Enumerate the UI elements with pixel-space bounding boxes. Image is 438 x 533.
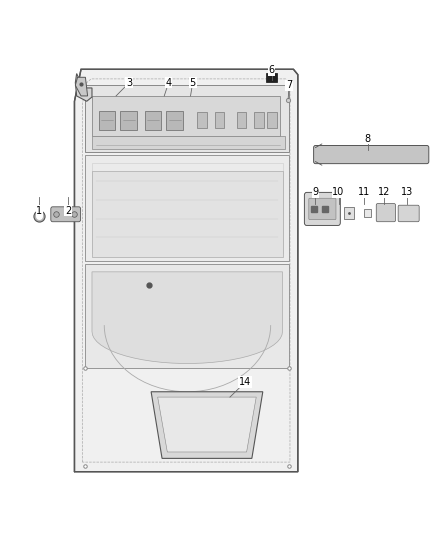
Text: 5: 5 <box>190 78 196 87</box>
Bar <box>344 207 354 219</box>
Text: 6: 6 <box>268 66 275 75</box>
Text: 4: 4 <box>166 78 172 87</box>
Text: 12: 12 <box>378 187 390 197</box>
Polygon shape <box>74 69 298 472</box>
Text: 11: 11 <box>358 187 371 197</box>
Polygon shape <box>166 111 183 130</box>
Text: 7: 7 <box>286 80 292 90</box>
Polygon shape <box>85 155 289 261</box>
Bar <box>364 209 371 217</box>
Polygon shape <box>145 111 161 130</box>
Bar <box>266 73 277 82</box>
Polygon shape <box>92 171 283 257</box>
Polygon shape <box>92 136 285 149</box>
FancyBboxPatch shape <box>398 205 419 222</box>
Text: 10: 10 <box>332 187 345 197</box>
FancyBboxPatch shape <box>314 146 429 164</box>
Polygon shape <box>254 112 264 128</box>
Text: 3: 3 <box>126 78 132 87</box>
Polygon shape <box>215 112 224 128</box>
Text: 13: 13 <box>401 187 413 197</box>
Polygon shape <box>267 112 277 128</box>
Polygon shape <box>85 264 289 368</box>
Polygon shape <box>197 112 207 128</box>
FancyBboxPatch shape <box>51 207 81 222</box>
Polygon shape <box>75 74 92 101</box>
Polygon shape <box>151 392 263 458</box>
Polygon shape <box>158 397 256 452</box>
Polygon shape <box>92 272 283 364</box>
Polygon shape <box>120 111 137 130</box>
Text: 8: 8 <box>365 134 371 143</box>
Polygon shape <box>75 77 88 96</box>
Polygon shape <box>237 112 246 128</box>
FancyBboxPatch shape <box>304 192 340 225</box>
FancyBboxPatch shape <box>309 198 336 220</box>
Polygon shape <box>85 85 289 152</box>
Text: 14: 14 <box>239 377 251 387</box>
Text: 9: 9 <box>312 187 318 197</box>
Text: 2: 2 <box>65 206 71 215</box>
Text: 1: 1 <box>36 206 42 215</box>
Polygon shape <box>92 96 280 136</box>
FancyBboxPatch shape <box>376 204 396 222</box>
Polygon shape <box>99 111 115 130</box>
